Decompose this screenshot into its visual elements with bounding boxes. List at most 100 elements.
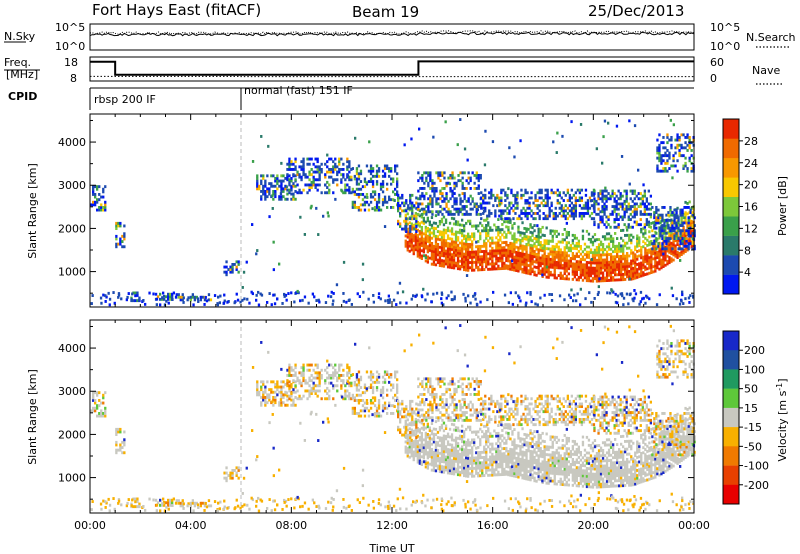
power-cell — [437, 210, 440, 214]
power-cell — [630, 272, 633, 276]
power-cell — [553, 263, 556, 267]
power-cell — [108, 303, 111, 307]
power-cell — [603, 189, 606, 193]
velocity-cell — [416, 442, 420, 446]
power-colorbar-tick-label: 16 — [744, 201, 758, 214]
power-cell — [558, 191, 561, 195]
power-cell — [306, 162, 309, 166]
power-cell — [635, 194, 638, 198]
power-cell — [616, 260, 619, 264]
power-cell — [461, 212, 464, 216]
power-cell — [537, 263, 540, 267]
velocity-cell — [418, 415, 422, 419]
power-cell — [396, 190, 399, 194]
power-cell — [601, 220, 604, 224]
power-cell — [599, 189, 602, 193]
power-cell — [663, 218, 666, 222]
velocity-cell — [428, 442, 432, 445]
power-cell — [667, 224, 670, 227]
power-cell — [179, 298, 182, 302]
power-cell — [513, 266, 516, 269]
power-cell — [375, 200, 379, 204]
power-cell — [620, 262, 623, 266]
power-cell — [626, 272, 629, 276]
power-cell — [115, 234, 118, 238]
power-cell — [381, 174, 385, 178]
power-cell — [435, 197, 438, 201]
power-cell — [678, 244, 681, 248]
power-cell — [288, 168, 291, 171]
power-cell — [549, 260, 552, 264]
velocity-cell — [450, 433, 454, 437]
power-cell — [612, 278, 615, 282]
power-cell — [401, 209, 404, 213]
power-cell — [213, 294, 217, 297]
power-cell — [310, 173, 313, 177]
power-cell — [438, 264, 442, 267]
power-cell — [477, 192, 480, 195]
velocity-cell — [479, 456, 482, 460]
velocity-cell — [436, 441, 440, 445]
power-cell — [406, 212, 409, 216]
power-cell — [320, 170, 323, 174]
power-cell — [513, 260, 516, 264]
velocity-cell — [452, 451, 456, 455]
power-cell — [566, 217, 570, 221]
power-cell — [632, 266, 635, 270]
power-cell — [223, 299, 226, 303]
power-cell — [454, 222, 458, 226]
power-cell — [322, 214, 325, 218]
power-cell — [636, 273, 639, 277]
power-cell — [559, 256, 562, 260]
power-cell — [693, 216, 696, 220]
power-cell — [471, 261, 474, 264]
power-cell — [316, 157, 319, 161]
power-cell — [616, 237, 619, 240]
power-cell — [549, 273, 552, 277]
velocity-cell — [523, 474, 526, 478]
power-cell — [626, 270, 629, 274]
power-cell — [477, 245, 480, 248]
power-cell — [607, 232, 611, 236]
power-cell — [438, 233, 442, 236]
power-cell — [475, 253, 478, 256]
power-cell — [679, 239, 682, 243]
velocity-cell — [467, 472, 470, 476]
power-cell — [556, 188, 559, 192]
power-cell — [611, 205, 614, 208]
power-cell — [682, 167, 685, 170]
power-cell — [489, 267, 492, 271]
power-cell — [355, 169, 359, 173]
power-cell — [543, 272, 546, 276]
power-cell — [607, 121, 610, 125]
velocity-cell — [465, 474, 468, 478]
power-cell — [613, 210, 616, 214]
power-cell — [284, 177, 287, 180]
power-cell — [515, 269, 518, 272]
power-cell — [690, 154, 693, 158]
power-cell — [640, 274, 643, 278]
power-cell — [225, 270, 228, 274]
power-cell — [595, 248, 599, 252]
power-cell — [627, 207, 630, 211]
velocity-cell — [541, 455, 544, 459]
velocity-cell — [406, 439, 409, 442]
power-cell — [680, 146, 683, 150]
power-cell — [414, 227, 418, 231]
power-cell — [456, 236, 460, 239]
power-cell — [365, 164, 369, 168]
power-cell — [430, 254, 434, 258]
power-cell — [410, 235, 413, 239]
power-cell — [639, 192, 642, 195]
velocity-cell — [438, 459, 442, 463]
power-cell — [648, 261, 651, 265]
power-cell — [605, 197, 608, 201]
power-cell — [489, 257, 492, 261]
power-cell — [542, 217, 545, 221]
power-cell — [469, 301, 472, 305]
power-cell — [359, 187, 363, 191]
velocity-cell — [463, 471, 466, 475]
power-cell — [479, 263, 482, 267]
power-cell — [575, 252, 579, 256]
power-cell — [342, 175, 345, 179]
